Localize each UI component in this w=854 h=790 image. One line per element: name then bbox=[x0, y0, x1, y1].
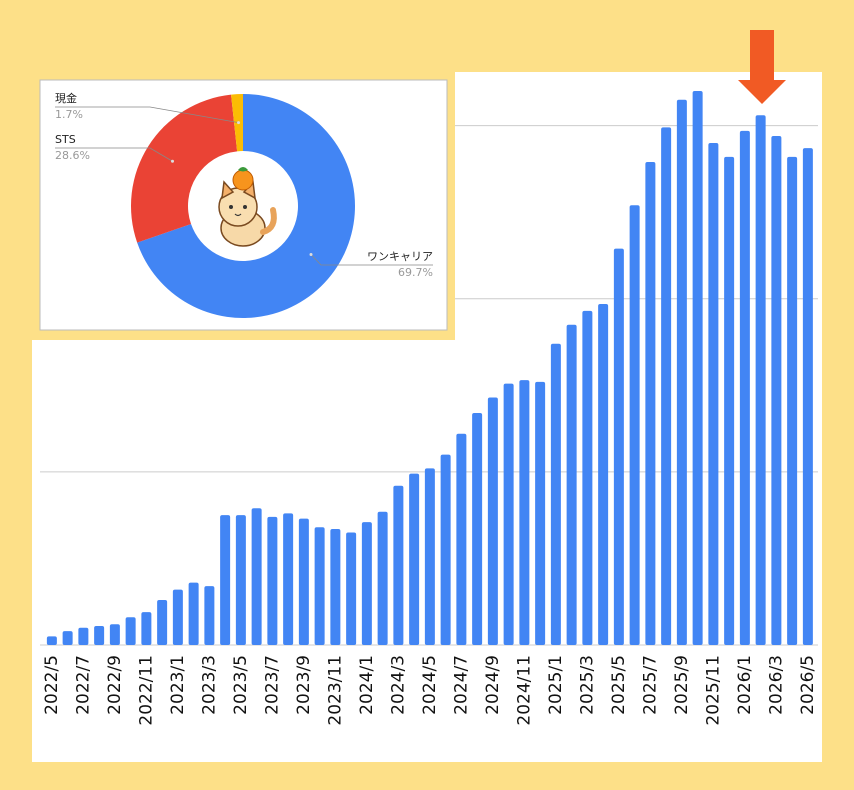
bar bbox=[645, 162, 656, 645]
bar bbox=[519, 380, 530, 645]
x-tick-label: 2025/9 bbox=[672, 655, 692, 715]
leader-line bbox=[310, 254, 433, 266]
bar bbox=[377, 511, 388, 645]
x-tick-label: 2023/9 bbox=[294, 655, 314, 715]
bar bbox=[409, 473, 420, 645]
bar bbox=[613, 248, 624, 645]
bar bbox=[235, 515, 246, 645]
x-tick-label: 2026/5 bbox=[798, 655, 818, 715]
x-tick-label: 2024/9 bbox=[483, 655, 503, 715]
x-tick-label: 2024/3 bbox=[388, 655, 408, 715]
bar bbox=[393, 485, 404, 645]
bar bbox=[220, 515, 231, 645]
bar bbox=[204, 586, 215, 645]
x-tick-label: 2023/7 bbox=[262, 655, 282, 715]
leader-line bbox=[55, 147, 173, 162]
x-tick-label: 2022/7 bbox=[73, 655, 93, 715]
bar bbox=[787, 156, 798, 645]
bar bbox=[172, 589, 183, 645]
donut-chart: ワンキャリア 69.7% STS 28.6% 現金 1.7% bbox=[55, 91, 433, 319]
slice-label: ワンキャリア bbox=[367, 250, 433, 263]
donut-slice bbox=[131, 94, 238, 243]
x-tick-label: 2024/11 bbox=[514, 655, 534, 726]
x-tick-label: 2023/1 bbox=[168, 655, 188, 715]
x-tick-label: 2026/3 bbox=[766, 655, 786, 715]
slice-label: STS bbox=[55, 133, 76, 146]
x-tick-label: 2024/5 bbox=[420, 655, 440, 715]
slice-value-label: 28.6% bbox=[55, 149, 90, 162]
bar bbox=[503, 383, 514, 645]
bar bbox=[566, 324, 577, 645]
x-tick-label: 2025/7 bbox=[640, 655, 660, 715]
x-tick-label: 2023/11 bbox=[325, 655, 345, 726]
x-tick-label: 2025/1 bbox=[546, 655, 566, 715]
x-tick-label: 2024/1 bbox=[357, 655, 377, 715]
x-tick-label: 2022/11 bbox=[136, 655, 156, 726]
leader-line bbox=[55, 106, 239, 124]
bar bbox=[267, 516, 278, 645]
bar-chart: 2022/5 2022/7 2022/9 2022/11 2023/1 2023/3 202… bbox=[40, 91, 818, 726]
bar bbox=[314, 527, 325, 645]
bar bbox=[46, 636, 57, 645]
slice-value-label: 1.7% bbox=[55, 108, 83, 121]
cat-icon bbox=[218, 167, 277, 247]
bar bbox=[94, 625, 105, 645]
x-tick-label: 2022/5 bbox=[42, 655, 62, 715]
bar bbox=[739, 130, 750, 645]
bar bbox=[582, 310, 593, 645]
bar bbox=[661, 127, 672, 646]
leader-dot bbox=[170, 159, 174, 163]
bar bbox=[487, 397, 498, 645]
slice-label: 現金 bbox=[55, 91, 77, 105]
bar bbox=[472, 413, 483, 645]
bar bbox=[330, 529, 341, 645]
bar bbox=[141, 612, 152, 645]
bar bbox=[598, 303, 609, 645]
bar bbox=[535, 381, 546, 645]
bar bbox=[771, 136, 782, 645]
x-tick-label: 2023/5 bbox=[231, 655, 251, 715]
bar bbox=[802, 148, 813, 645]
donut-slice bbox=[137, 94, 355, 319]
bar bbox=[424, 468, 435, 645]
leader-dot bbox=[309, 252, 313, 256]
bar bbox=[251, 508, 262, 645]
x-tick-label: 2022/9 bbox=[105, 655, 125, 715]
bar bbox=[755, 115, 766, 645]
bar bbox=[188, 582, 199, 645]
bar bbox=[440, 454, 451, 645]
x-tick-label: 2026/1 bbox=[735, 655, 755, 715]
bar bbox=[550, 343, 561, 645]
bar bbox=[456, 433, 467, 645]
x-tick-label: 2025/11 bbox=[703, 655, 723, 726]
bar bbox=[629, 205, 640, 645]
bar bbox=[78, 627, 89, 645]
bar bbox=[692, 91, 703, 645]
x-tick-label: 2024/7 bbox=[451, 655, 471, 715]
bar bbox=[62, 631, 73, 645]
leader-dot bbox=[237, 121, 241, 125]
arrow-annotation bbox=[738, 30, 786, 104]
bar bbox=[283, 513, 294, 645]
x-tick-label: 2025/3 bbox=[577, 655, 597, 715]
bar bbox=[125, 617, 136, 645]
bar bbox=[724, 156, 735, 645]
bar bbox=[708, 142, 719, 645]
bar bbox=[676, 99, 687, 646]
bar bbox=[298, 518, 309, 645]
bar bbox=[109, 624, 120, 645]
x-tick-label: 2025/5 bbox=[609, 655, 629, 715]
bar bbox=[361, 522, 372, 645]
bar bbox=[157, 599, 168, 645]
x-tick-label: 2023/3 bbox=[199, 655, 219, 715]
slice-value-label: 69.7% bbox=[398, 266, 433, 279]
bar bbox=[346, 532, 357, 645]
